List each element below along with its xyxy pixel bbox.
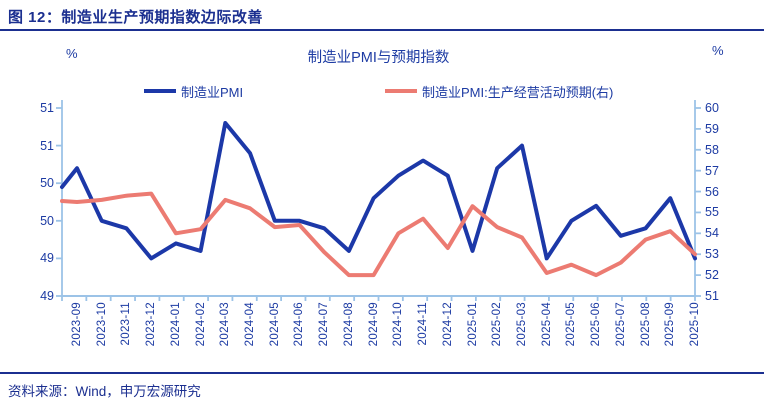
x-axis-tick-label: 2023-10: [95, 302, 108, 347]
figure-title: 图 12：制造业生产预期指数边际改善: [8, 9, 263, 26]
right-y-tick-label: 54: [705, 226, 719, 241]
x-axis-tick-label: 2025-07: [614, 302, 627, 347]
right-y-tick-label: 55: [705, 205, 719, 220]
left-y-tick-label: 51: [40, 101, 54, 115]
x-axis-tick-label: 2025-01: [466, 302, 479, 347]
left-y-tick-label: 50: [40, 176, 54, 191]
x-axis-tick-label: 2025-05: [565, 302, 578, 347]
footer-rule: [0, 372, 764, 374]
right-axis-unit-label: %: [712, 43, 724, 58]
left-y-tick-label: 49: [40, 289, 54, 303]
x-axis-tick-label: 2023-12: [145, 302, 158, 347]
x-axis-tick-label: 2025-03: [515, 302, 528, 347]
source-text: 资料来源：Wind，申万宏源研究: [8, 384, 201, 399]
x-axis-tick-label: 2024-03: [219, 302, 232, 347]
x-axis-tick-label: 2024-08: [342, 302, 355, 347]
legend-item-expectation: 制造业PMI:生产经营活动预期(右): [385, 83, 614, 100]
x-axis-tick-label: 2025-02: [491, 302, 504, 347]
x-axis-tick-label: 2024-01: [169, 302, 182, 347]
x-axis-tick-label: 2024-09: [367, 302, 380, 347]
right-y-tick-label: 53: [705, 247, 719, 262]
right-y-tick-label: 59: [705, 121, 719, 136]
x-axis-tick-label: 2024-10: [392, 302, 405, 347]
legend-swatch-pmi: [144, 89, 176, 93]
left-y-tick-label: 50: [40, 213, 54, 228]
x-axis-tick-label: 2025-04: [540, 302, 553, 347]
x-axis-tick-label: 2024-06: [293, 302, 306, 347]
expectation-line: [60, 191, 697, 278]
right-y-tick-label: 56: [705, 184, 719, 199]
x-axis-tick-label: 2024-12: [441, 302, 454, 347]
legend-label-expectation: 制造业PMI:生产经营活动预期(右): [422, 84, 614, 100]
x-axis-tick-label: 2025-10: [689, 302, 701, 347]
x-axis-tick-label: 2024-04: [244, 302, 257, 347]
pmi-line: [60, 121, 697, 261]
x-axis-tick-label: 2024-05: [268, 302, 281, 347]
x-axis-tick-label: 2024-07: [318, 302, 331, 347]
right-y-tick-label: 57: [705, 163, 719, 178]
plot-area: [56, 100, 701, 301]
title-underline: [0, 29, 764, 31]
chart-title: 制造业PMI与预期指数: [307, 50, 450, 66]
x-axis-tick-label: 2024-02: [194, 302, 207, 347]
x-axis-tick-label: 2025-06: [590, 302, 603, 347]
x-axis-tick-label: 2025-08: [639, 302, 652, 347]
legend-label-pmi: 制造业PMI: [181, 84, 244, 100]
x-axis-tick-label: 2024-11: [417, 302, 430, 346]
right-y-tick-label: 52: [705, 268, 719, 283]
left-y-tick-label: 49: [40, 251, 54, 266]
legend-item-pmi: 制造业PMI: [144, 83, 244, 100]
right-y-tick-label: 58: [705, 142, 719, 157]
legend-swatch-expectation: [385, 89, 417, 93]
x-axis-tick-label: 2023-11: [120, 302, 133, 346]
right-y-tick-label: 60: [705, 101, 719, 115]
x-axis-tick-label: 2025-09: [664, 302, 677, 347]
left-axis-unit-label: %: [66, 46, 78, 61]
x-axis-tick-label: 2023-09: [71, 302, 83, 347]
left-y-tick-label: 51: [40, 138, 54, 153]
right-y-tick-label: 51: [705, 289, 719, 303]
